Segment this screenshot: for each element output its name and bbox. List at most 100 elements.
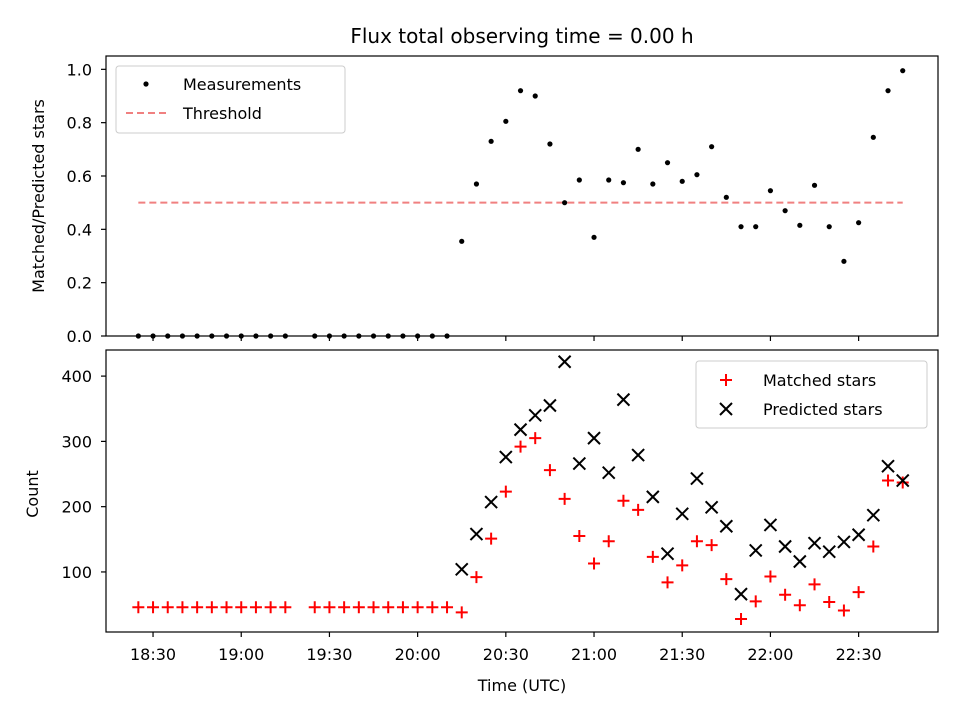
matched-star-point [823, 595, 836, 608]
matched-star-point [867, 540, 880, 553]
measurement-point [517, 88, 524, 94]
matched-star-point [705, 539, 718, 552]
matched-star-point [367, 601, 380, 614]
matched-star-point [323, 601, 336, 614]
top-plot-frame [105, 55, 939, 337]
measurement-point [782, 208, 788, 214]
bottom-plot-marks [132, 355, 910, 625]
matched-star-point [646, 550, 659, 563]
matched-star-point [882, 474, 895, 487]
matched-star-point [411, 601, 424, 614]
measurement-point [620, 180, 627, 186]
predicted-star-point [866, 508, 881, 522]
measurement-point [591, 234, 597, 240]
x-tick-label: 19:00 [218, 645, 264, 664]
matched-star-point [485, 532, 498, 545]
matched-star-point [161, 601, 174, 614]
top-y-tick-label: 1.0 [67, 60, 92, 79]
measurement-point [547, 141, 553, 147]
predicted-star-point [484, 495, 498, 509]
matched-star-point [896, 476, 909, 489]
bottom-legend-box [695, 360, 928, 429]
predicted-star-point [822, 545, 836, 559]
matched-star-point [426, 601, 439, 614]
measurement-point [870, 134, 876, 140]
bottom-y-tick-label: 400 [61, 367, 92, 386]
matched-star-point [147, 601, 160, 614]
predicted-star-point [660, 546, 675, 561]
measurement-point [679, 178, 685, 184]
matched-star-point [720, 573, 733, 586]
matched-star-point [573, 530, 586, 543]
measurement-point [767, 188, 774, 194]
x-tick-label: 22:00 [747, 645, 793, 664]
matched-star-point [690, 535, 703, 548]
top-x-axis-ticks [152, 336, 860, 341]
predicted-star-point [749, 543, 763, 558]
matched-star-point [543, 464, 556, 477]
predicted-star-point [837, 535, 851, 549]
matched-star-point [514, 440, 527, 453]
predicted-star-point [881, 459, 895, 473]
matched-star-point [191, 601, 204, 614]
measurement-point [841, 258, 847, 264]
matched-star-point [499, 485, 512, 498]
measurement-point [532, 93, 538, 99]
predicted-star-point [543, 398, 557, 413]
matched-star-point [793, 599, 806, 612]
measurement-point [723, 194, 729, 200]
predicted-star-point [513, 422, 528, 437]
predicted-star-point [528, 408, 542, 422]
matched-star-point [396, 601, 409, 614]
legend-measurements-marker [143, 81, 149, 87]
predicted-star-point [896, 473, 910, 488]
measurement-point [473, 181, 480, 187]
predicted-star-point [602, 466, 616, 480]
measurement-point [738, 224, 744, 230]
measurement-point [856, 220, 862, 226]
measurement-point [635, 146, 641, 152]
predicted-star-point [778, 539, 792, 554]
x-tick-label: 21:30 [659, 645, 705, 664]
measurement-point [797, 222, 803, 228]
measurement-point [694, 172, 700, 178]
top-y-tick-label: 0.4 [67, 220, 92, 239]
matched-star-point [837, 604, 850, 617]
matched-star-point [382, 601, 395, 614]
matched-star-point [441, 601, 454, 614]
x-tick-label: 20:00 [395, 645, 441, 664]
measurement-point [650, 181, 656, 187]
predicted-star-point [499, 450, 513, 464]
bottom-plot-frame [105, 349, 939, 633]
matched-star-point [852, 586, 865, 599]
matched-star-point [264, 601, 277, 614]
measurement-point [488, 138, 494, 144]
x-axis-label: Time (UTC) [477, 676, 566, 695]
bottom-x-axis-ticks: 18:30 19:00 19:30 20:00 20:30 21:00 21:30 22:00… [130, 632, 882, 664]
measurement-point [753, 224, 759, 230]
predicted-star-point [631, 448, 645, 462]
predicted-star-point [719, 519, 734, 533]
legend-matched-label: Matched stars [763, 371, 876, 390]
predicted-star-point [807, 536, 822, 550]
measurement-point [709, 144, 715, 150]
matched-star-point [735, 612, 748, 625]
matched-star-point [235, 601, 248, 614]
measurement-point [900, 68, 906, 74]
matched-star-point [764, 570, 777, 583]
matched-star-point [661, 576, 674, 589]
bottom-legend: Matched stars Predicted stars [695, 360, 928, 429]
predicted-star-point [572, 456, 587, 471]
measurement-point [576, 177, 582, 183]
matched-star-point [749, 595, 762, 608]
legend-threshold-label: Threshold [182, 104, 262, 123]
predicted-star-point [690, 471, 704, 486]
bottom-y-axis-ticks: 100 200 300 400 [61, 367, 106, 582]
predicted-star-point [455, 562, 469, 577]
measurement-point [606, 177, 612, 183]
matched-star-point [676, 559, 689, 572]
legend-predicted-marker [719, 402, 733, 416]
predicted-star-point [734, 587, 748, 601]
predicted-star-point [675, 507, 689, 521]
measurement-point [664, 160, 671, 166]
